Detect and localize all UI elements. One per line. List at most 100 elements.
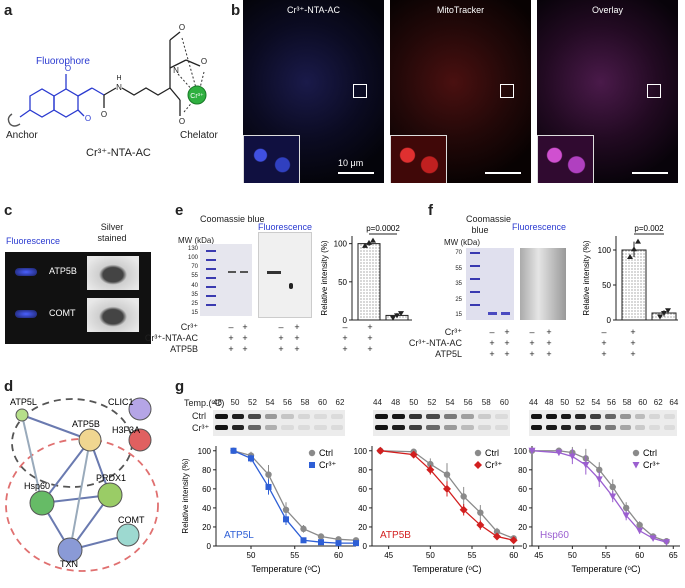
x-tick-label: 55 xyxy=(468,551,477,560)
panel-c-fluorescence-header: Fluorescence xyxy=(6,236,61,246)
node-comt[interactable] xyxy=(116,523,140,547)
temp-label: 58 xyxy=(300,398,310,407)
chemical-structure-drawing: Cr³⁺ O O O N H N O O O xyxy=(7,23,207,127)
data-point xyxy=(635,238,641,244)
blot-band xyxy=(590,425,601,430)
data-point xyxy=(609,493,617,500)
node-atp5l[interactable] xyxy=(15,408,29,422)
legend-label: Cr³⁺ xyxy=(643,460,660,470)
y-tick-label: 20 xyxy=(518,523,527,532)
condition-sign: + xyxy=(504,327,510,337)
micro-image-probe: Cr³⁺-NTA-AC 10 μm xyxy=(243,0,384,183)
panel-label-e: e xyxy=(175,202,184,219)
blot-band xyxy=(634,414,646,419)
fit-curve xyxy=(531,450,667,543)
y-tick-label: 50 xyxy=(602,281,611,290)
x-axis-label: Temperature (ᵒC) xyxy=(413,564,482,574)
panel-f-coomassie-header: Coomassie blue xyxy=(466,214,512,235)
blot-band xyxy=(264,425,277,430)
blot-band xyxy=(426,425,440,430)
data-point xyxy=(582,462,590,469)
y-axis-label: Relative intensity (%) xyxy=(582,240,591,315)
node-txn[interactable] xyxy=(57,537,83,563)
data-point xyxy=(443,471,451,478)
node-label-atp5b: ATP5B xyxy=(72,419,100,429)
y-tick-label: 100 xyxy=(354,447,368,456)
thermal-shift-blot xyxy=(529,410,677,436)
blot-band xyxy=(575,425,587,430)
data-point xyxy=(282,506,290,514)
y-tick-label: 60 xyxy=(518,485,527,494)
panel-e-coomassie-header: Coomassie blue xyxy=(200,214,265,224)
panel-g-row-cr: Cr³⁺ xyxy=(192,423,210,433)
blot-band xyxy=(409,425,423,430)
data-point xyxy=(362,242,368,248)
condition-sign: – xyxy=(278,322,284,332)
blot-band xyxy=(281,425,294,430)
y-tick-label: 100 xyxy=(598,246,612,255)
data-point xyxy=(317,533,325,540)
chelator-label: Chelator xyxy=(180,130,218,141)
scale-bar xyxy=(632,172,668,174)
temp-label: 44 xyxy=(373,398,382,407)
node-prdx1[interactable] xyxy=(97,482,123,508)
condition-sign: + xyxy=(529,349,535,359)
condition-sign: + xyxy=(504,338,510,348)
mw-marker: 35 xyxy=(455,281,462,287)
legend-label: Ctrl xyxy=(643,448,657,458)
data-point xyxy=(427,460,434,468)
y-tick-label: 80 xyxy=(518,466,527,475)
condition-sign: + xyxy=(367,344,373,354)
node-atp5b[interactable] xyxy=(78,428,102,452)
condition-sign: – xyxy=(342,322,348,332)
protein-label: ATP5L xyxy=(224,530,254,541)
anchor-label: Anchor xyxy=(6,130,38,141)
blot-band xyxy=(392,425,406,430)
blot-band xyxy=(494,414,508,419)
micro-title-probe: Cr³⁺-NTA-AC xyxy=(286,5,341,15)
panel-label-b: b xyxy=(231,2,241,19)
fit-curve xyxy=(380,450,514,541)
condition-sign: + xyxy=(278,344,284,354)
y-axis-label: Relative intensity (%) xyxy=(181,458,190,533)
mw-marker: 55 xyxy=(191,273,198,280)
data-point xyxy=(248,455,254,462)
node-clic1[interactable] xyxy=(128,397,152,421)
legend-marker xyxy=(474,449,482,457)
condition-sign: + xyxy=(294,344,300,354)
blot-band xyxy=(605,425,616,430)
temp-label: 56 xyxy=(607,398,616,407)
condition-label: Cr³⁺-NTA-AC xyxy=(408,338,462,348)
protein-label: ATP5B xyxy=(380,530,411,541)
node-hsp60[interactable] xyxy=(29,490,55,516)
anchor-arrow-icon xyxy=(7,113,21,127)
temp-label: 54 xyxy=(445,398,455,407)
condition-sign: + xyxy=(228,333,234,343)
legend-marker xyxy=(474,461,482,469)
data-point xyxy=(370,237,376,243)
blot-band xyxy=(231,414,244,419)
chromium-ion-sphere xyxy=(187,85,207,105)
cluster-boundary-red xyxy=(5,438,159,572)
node-h3f3a[interactable] xyxy=(128,428,152,452)
blot-band xyxy=(531,425,542,430)
condition-sign: + xyxy=(504,349,510,359)
panel-c-silver-header: Silver stained xyxy=(97,222,127,243)
blot-band xyxy=(560,414,572,419)
blot-band xyxy=(330,425,343,430)
blot-band xyxy=(426,414,440,419)
condition-sign: + xyxy=(546,349,552,359)
data-point xyxy=(609,483,616,491)
legend-marker xyxy=(632,462,640,469)
thermal-shift-blot xyxy=(213,410,345,436)
data-point xyxy=(631,246,637,252)
blot-band xyxy=(560,425,572,430)
inset-overlay xyxy=(537,135,594,183)
y-tick-label: 0 xyxy=(363,542,368,551)
data-point xyxy=(661,311,667,316)
condition-sign: + xyxy=(278,333,284,343)
y-tick-label: 20 xyxy=(202,523,211,532)
atom-n-2: N xyxy=(173,66,179,75)
temp-label: 60 xyxy=(318,398,327,407)
legend-label: Ctrl xyxy=(485,448,499,458)
